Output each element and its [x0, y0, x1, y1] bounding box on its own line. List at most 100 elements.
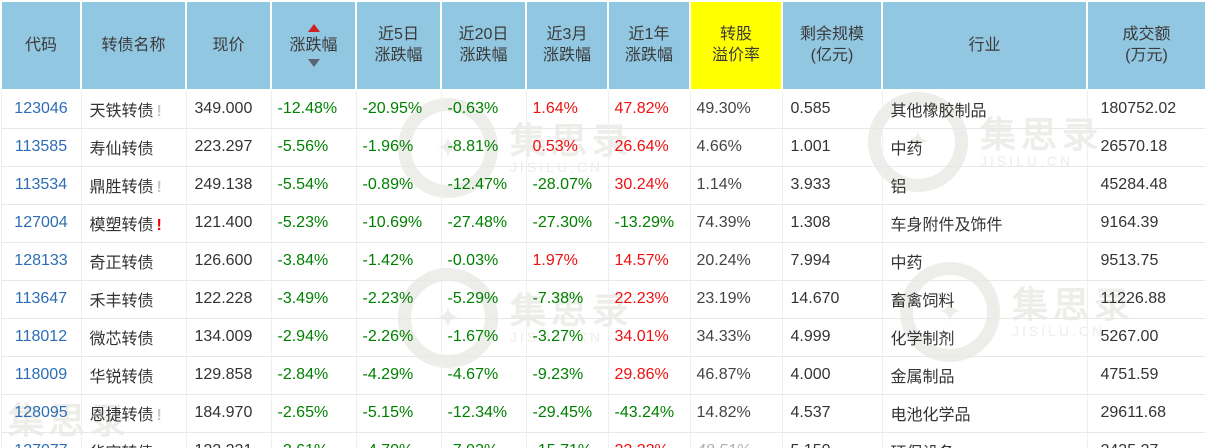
col-header-change-3m[interactable]: 近3月 涨跌幅 — [525, 0, 609, 91]
change-1y-cell: 22.23% — [608, 280, 691, 319]
col-header-change-1y[interactable]: 近1年 涨跌幅 — [607, 0, 691, 91]
change-20d-cell: -5.29% — [441, 280, 527, 319]
scale-cell: 4.000 — [782, 356, 883, 395]
col-header-change-5d[interactable]: 近5日 涨跌幅 — [355, 0, 442, 91]
change-5d-cell: -2.26% — [356, 318, 442, 357]
industry-cell: 金属制品 — [882, 356, 1088, 395]
change-1y-cell: -13.29% — [608, 204, 691, 243]
change-3m-cell: -28.07% — [526, 166, 609, 205]
warning-flag-icon: ! — [156, 103, 162, 121]
table-row: 127077 华宏转债 122.221 -2.61% -4.70% -7.93%… — [0, 432, 1205, 448]
industry-cell: 中药 — [882, 242, 1088, 281]
change-cell: -2.61% — [271, 432, 357, 448]
change-5d-cell: -10.69% — [356, 204, 442, 243]
bond-name-cell[interactable]: 恩捷转债! — [81, 394, 187, 433]
change-1y-cell: 14.57% — [608, 242, 691, 281]
premium-cell: 74.39% — [690, 204, 783, 243]
scale-cell: 1.308 — [782, 204, 883, 243]
bond-code-link[interactable]: 123046 — [0, 89, 82, 129]
scale-cell: 14.670 — [782, 280, 883, 319]
change-5d-cell: -2.23% — [356, 280, 442, 319]
change-5d-cell: -20.95% — [356, 89, 442, 129]
bond-code-link[interactable]: 118012 — [0, 318, 82, 357]
col-header-name[interactable]: 转债名称 — [80, 0, 187, 91]
price-cell: 249.138 — [186, 166, 272, 205]
bond-name-cell[interactable]: 寿仙转债 — [81, 128, 187, 167]
col-header-premium[interactable]: 转股 溢价率 — [689, 0, 783, 91]
header-row: 代码 转债名称 现价 涨跌幅 近5日 涨跌幅 近20日 涨跌幅 近3月 涨跌幅 … — [0, 0, 1205, 91]
turnover-cell: 4751.59 — [1087, 356, 1205, 395]
bond-name-cell[interactable]: 华锐转债 — [81, 356, 187, 395]
bond-name-cell[interactable]: 华宏转债 — [81, 432, 187, 448]
bond-code-link[interactable]: 128133 — [0, 242, 82, 281]
scale-cell: 3.933 — [782, 166, 883, 205]
industry-cell: 铝 — [882, 166, 1088, 205]
change-3m-cell: 1.97% — [526, 242, 609, 281]
change-cell: -5.23% — [271, 204, 357, 243]
change-1y-cell: 30.24% — [608, 166, 691, 205]
price-cell: 134.009 — [186, 318, 272, 357]
col-header-code[interactable]: 代码 — [0, 0, 82, 91]
table-row: 128133 奇正转债 126.600 -3.84% -1.42% -0.03%… — [0, 242, 1205, 281]
col-header-turnover[interactable]: 成交额 (万元) — [1086, 0, 1205, 91]
scale-cell: 7.994 — [782, 242, 883, 281]
bond-name-cell[interactable]: 禾丰转债 — [81, 280, 187, 319]
change-1y-cell: 29.86% — [608, 356, 691, 395]
premium-cell: 4.66% — [690, 128, 783, 167]
industry-cell: 其他橡胶制品 — [882, 89, 1088, 129]
change-1y-cell: 47.82% — [608, 89, 691, 129]
turnover-cell: 29611.68 — [1087, 394, 1205, 433]
premium-cell: 49.30% — [690, 89, 783, 129]
col-header-change[interactable]: 涨跌幅 — [270, 0, 357, 91]
price-cell: 122.221 — [186, 432, 272, 448]
bond-name-cell[interactable]: 奇正转债 — [81, 242, 187, 281]
price-cell: 126.600 — [186, 242, 272, 281]
col-header-scale[interactable]: 剩余规模 (亿元) — [781, 0, 883, 91]
premium-cell: 46.87% — [690, 356, 783, 395]
premium-cell: 1.14% — [690, 166, 783, 205]
bond-code-link[interactable]: 127077 — [0, 432, 82, 448]
bond-code-link[interactable]: 113585 — [0, 128, 82, 167]
sort-descending-icon[interactable] — [307, 59, 320, 68]
bond-name-cell[interactable]: 模塑转债! — [81, 204, 187, 243]
change-cell: -12.48% — [271, 89, 357, 129]
table-row: 113647 禾丰转债 122.228 -3.49% -2.23% -5.29%… — [0, 280, 1205, 319]
premium-cell: 20.24% — [690, 242, 783, 281]
turnover-cell: 11226.88 — [1087, 280, 1205, 319]
change-cell: -2.94% — [271, 318, 357, 357]
bond-name-cell[interactable]: 鼎胜转债! — [81, 166, 187, 205]
table-row: 128095 恩捷转债! 184.970 -2.65% -5.15% -12.3… — [0, 394, 1205, 433]
table-body: 123046 天铁转债! 349.000 -12.48% -20.95% -0.… — [0, 89, 1205, 448]
table-row: 113534 鼎胜转债! 249.138 -5.54% -0.89% -12.4… — [0, 166, 1205, 205]
change-cell: -2.65% — [271, 394, 357, 433]
col-header-industry[interactable]: 行业 — [881, 0, 1088, 91]
change-cell: -3.84% — [271, 242, 357, 281]
table-row: 127004 模塑转债! 121.400 -5.23% -10.69% -27.… — [0, 204, 1205, 243]
change-3m-cell: -29.45% — [526, 394, 609, 433]
bond-name-text: 模塑转债 — [89, 217, 154, 235]
table-row: 123046 天铁转债! 349.000 -12.48% -20.95% -0.… — [0, 89, 1205, 129]
bond-name-cell[interactable]: 微芯转债 — [81, 318, 187, 357]
premium-cell: 14.82% — [690, 394, 783, 433]
bond-name-text: 微芯转债 — [89, 331, 154, 349]
change-cell: -3.49% — [271, 280, 357, 319]
bond-code-link[interactable]: 113534 — [0, 166, 82, 205]
col-header-price[interactable]: 现价 — [185, 0, 272, 91]
change-20d-cell: -4.67% — [441, 356, 527, 395]
change-5d-cell: -1.42% — [356, 242, 442, 281]
bond-name-cell[interactable]: 天铁转债! — [81, 89, 187, 129]
scale-cell: 4.999 — [782, 318, 883, 357]
bond-code-link[interactable]: 128095 — [0, 394, 82, 433]
price-cell: 223.297 — [186, 128, 272, 167]
bond-code-link[interactable]: 118009 — [0, 356, 82, 395]
sort-ascending-icon[interactable] — [307, 23, 320, 32]
bond-code-link[interactable]: 113647 — [0, 280, 82, 319]
bond-code-link[interactable]: 127004 — [0, 204, 82, 243]
table-row: 118009 华锐转债 129.858 -2.84% -4.29% -4.67%… — [0, 356, 1205, 395]
premium-cell: 48.51% — [690, 432, 783, 448]
industry-cell: 中药 — [882, 128, 1088, 167]
change-cell: -2.84% — [271, 356, 357, 395]
col-header-change-20d[interactable]: 近20日 涨跌幅 — [440, 0, 527, 91]
scale-cell: 1.001 — [782, 128, 883, 167]
